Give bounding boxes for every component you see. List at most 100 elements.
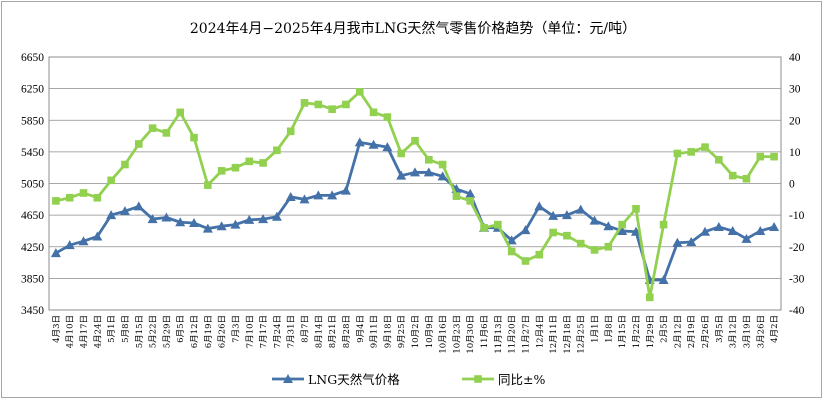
x-tick-label: 3月26日 — [756, 315, 766, 348]
x-tick-label: 8月21日 — [328, 315, 338, 348]
plot-area-border — [48, 56, 782, 311]
legend-item-2: 同比±% — [462, 372, 545, 387]
right-axis-ticks: 40 30 20 10 0 -10 -20 -30 -40 — [789, 52, 805, 317]
x-tick-label: 8月7日 — [301, 315, 311, 343]
data-point — [727, 225, 738, 235]
right-tick-label: -20 — [789, 242, 805, 254]
series-line — [55, 90, 775, 299]
data-point — [204, 181, 212, 189]
data-point — [106, 210, 117, 220]
data-point — [397, 149, 405, 158]
data-point — [300, 99, 309, 107]
data-point — [216, 221, 227, 231]
data-point — [604, 242, 613, 251]
x-tick-label: 1月29日 — [646, 315, 656, 348]
data-point — [231, 163, 240, 172]
x-tick-label: 5月8日 — [121, 315, 131, 343]
data-point — [368, 139, 379, 149]
data-point — [658, 274, 669, 284]
data-point — [355, 87, 364, 96]
x-tick-label: 5月15日 — [135, 315, 145, 348]
x-tick-label: 5月1日 — [107, 315, 117, 343]
legend-marker — [283, 374, 293, 383]
x-tick-label: 3月12日 — [729, 315, 739, 348]
x-tick-label: 10月16日 — [439, 315, 449, 354]
x-tick-label: 1月22日 — [632, 315, 642, 348]
data-point — [701, 143, 709, 151]
data-point — [119, 206, 130, 216]
data-point — [244, 214, 255, 224]
x-tick-label: 2月26日 — [701, 315, 711, 348]
data-point — [700, 226, 711, 236]
x-tick-label: 6月5日 — [176, 315, 186, 343]
data-point — [79, 189, 88, 197]
data-point — [52, 197, 60, 205]
data-point — [618, 220, 626, 229]
left-tick-label: 5450 — [21, 147, 44, 159]
left-tick-label: 4250 — [21, 242, 44, 254]
x-tick-label: 7月17日 — [259, 315, 269, 348]
left-tick-label: 4650 — [21, 210, 44, 222]
grid-lines — [49, 88, 781, 279]
data-point — [715, 155, 723, 164]
data-point — [64, 240, 75, 250]
x-tick-label: 4月10日 — [66, 315, 76, 348]
data-point — [273, 146, 281, 155]
data-point — [92, 231, 103, 241]
legend-item-1: LNG天然气价格 — [272, 372, 400, 387]
data-point — [342, 100, 350, 109]
data-point — [202, 223, 213, 233]
data-point — [480, 223, 488, 232]
data-point — [589, 215, 600, 225]
data-point — [452, 192, 461, 200]
data-point — [728, 171, 737, 180]
data-point — [563, 231, 571, 240]
right-tick-label: -40 — [789, 305, 805, 317]
x-tick-label: 4月3日 — [52, 315, 62, 343]
left-tick-label: 5850 — [21, 115, 44, 127]
data-point — [107, 176, 115, 185]
x-tick-label: 1月15日 — [618, 315, 628, 348]
data-point — [314, 100, 323, 109]
left-axis-ticks: 6650 6250 5850 5450 5050 4650 4250 3850 3450 — [21, 52, 44, 317]
x-tick-label: 2月5日 — [660, 315, 670, 343]
right-tick-label: 30 — [789, 84, 801, 96]
data-point — [520, 225, 531, 235]
data-point — [190, 133, 198, 142]
data-point — [770, 152, 778, 161]
data-point — [354, 137, 365, 147]
data-point — [617, 225, 628, 235]
data-point — [603, 221, 614, 231]
data-point — [466, 197, 475, 205]
data-point — [561, 210, 572, 220]
data-point — [121, 160, 129, 169]
data-point — [217, 167, 226, 175]
right-tick-label: 20 — [789, 115, 801, 127]
right-tick-label: 0 — [789, 179, 795, 191]
right-tick-label: -30 — [789, 273, 805, 285]
data-point — [506, 235, 517, 245]
data-point — [133, 201, 144, 211]
x-tick-label: 4月24日 — [93, 315, 103, 348]
x-tick-label: 4月17日 — [80, 315, 90, 348]
chart-title: 2024年4月−2025年4月我市LNG天然气零售价格趋势（单位：元/吨） — [190, 20, 636, 37]
data-point — [549, 228, 557, 237]
x-tick-label: 12月25日 — [577, 315, 587, 354]
data-point — [756, 152, 765, 161]
x-tick-label: 1月8日 — [604, 315, 614, 343]
x-tick-label: 11月27日 — [521, 315, 531, 354]
left-tick-label: 6650 — [21, 52, 44, 64]
data-point — [576, 239, 585, 248]
x-tick-label: 5月29日 — [162, 315, 172, 348]
data-point — [742, 174, 751, 183]
data-point — [369, 108, 378, 117]
series-1 — [50, 137, 780, 284]
x-tick-label: 12月11日 — [549, 315, 559, 354]
data-point — [134, 140, 143, 148]
data-point — [755, 225, 766, 235]
data-point — [410, 167, 420, 177]
x-tick-label: 7月31日 — [287, 315, 297, 348]
data-point — [189, 218, 200, 228]
data-point — [686, 237, 697, 247]
